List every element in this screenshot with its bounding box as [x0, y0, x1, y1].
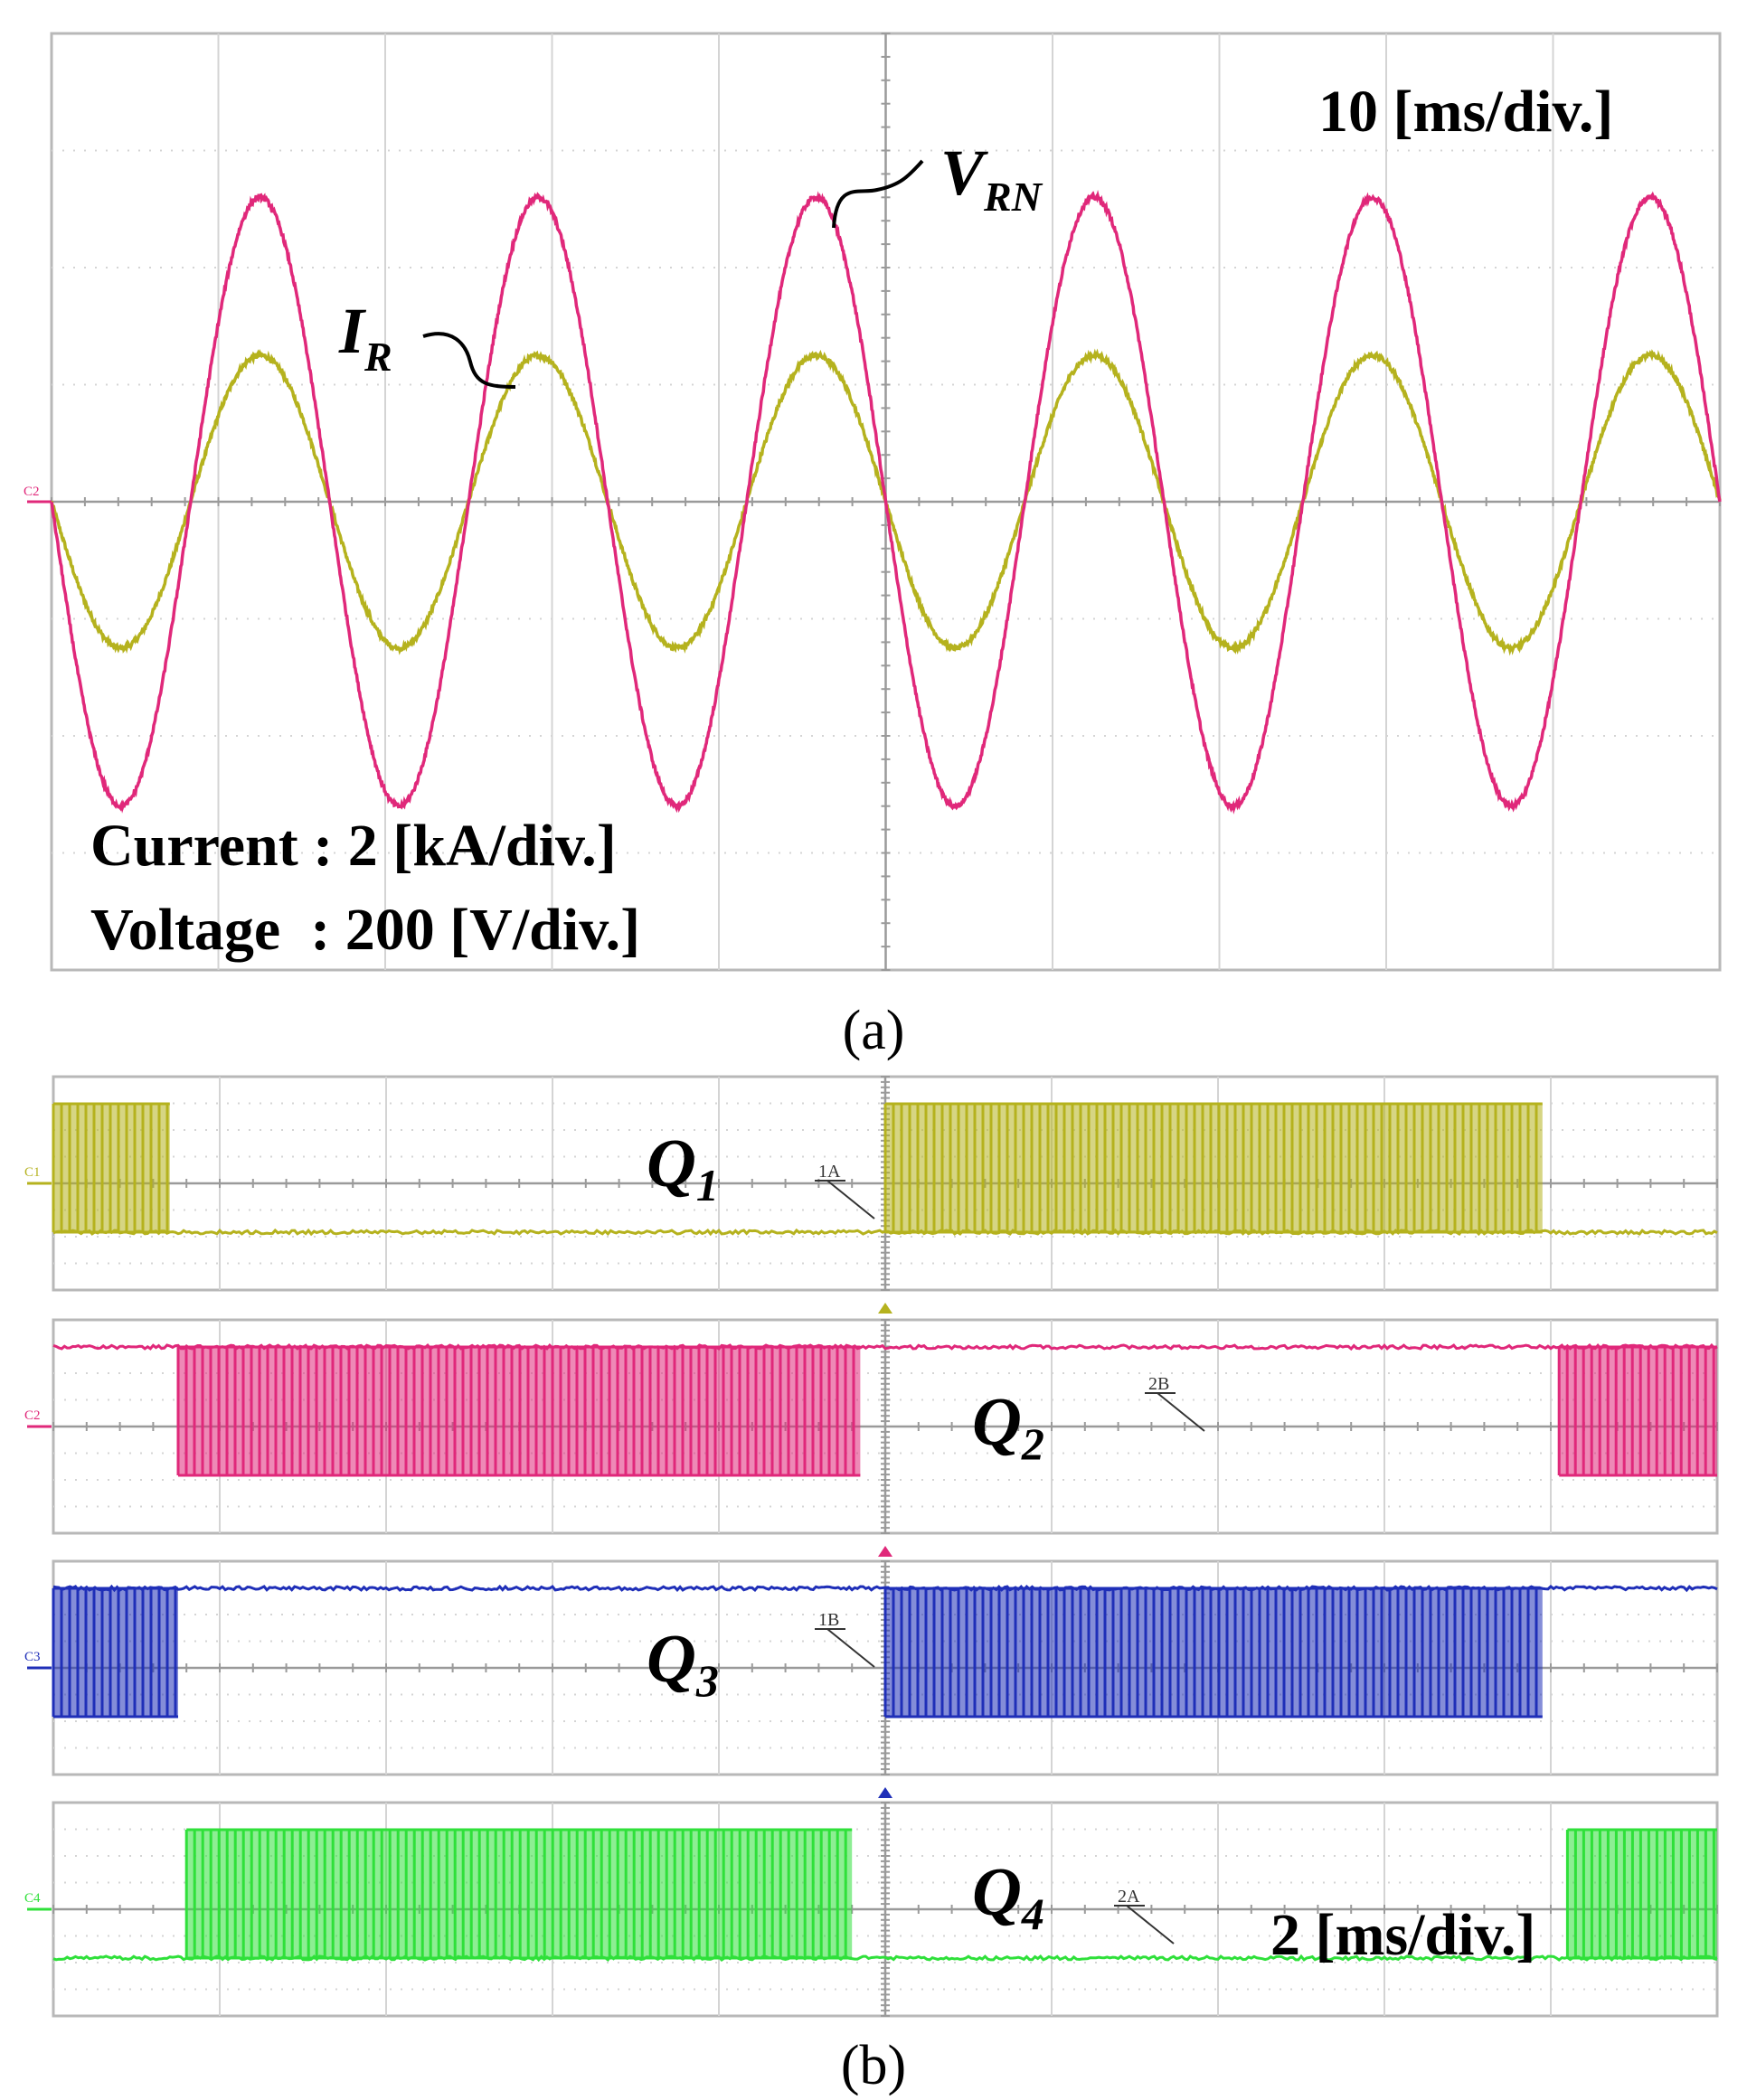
- burst-pulses: [1557, 1347, 1715, 1475]
- burst-pulses: [1565, 1830, 1715, 1958]
- cursor-label: 2B: [1148, 1374, 1169, 1394]
- cursor-label: 1A: [818, 1162, 841, 1182]
- panel-a-channel-marker: C2: [24, 485, 40, 499]
- ir-leader-line: [422, 332, 516, 389]
- burst-pulses: [883, 1104, 1538, 1232]
- switching-burst: [184, 1828, 853, 1960]
- panel-b-timebase-label: 2 [ms/div.]: [1270, 1902, 1535, 1968]
- panel-a-timebase-label: 10 [ms/div.]: [1318, 79, 1613, 145]
- burst-pulses: [184, 1830, 847, 1958]
- burst-pulses: [52, 1104, 169, 1232]
- panel-b-channel-2: C2 2B Q2: [24, 1318, 1719, 1557]
- trigger-marker: [878, 1546, 892, 1557]
- cursor-leader: [826, 1180, 875, 1220]
- switching-burst: [883, 1102, 1543, 1234]
- cursor-label: 1B: [818, 1610, 839, 1630]
- switching-burst: [52, 1102, 170, 1234]
- ir-label: IR: [338, 295, 392, 380]
- trigger-marker: [878, 1303, 892, 1314]
- panel-b-channel-4: C4 2A Q4: [24, 1801, 1719, 2018]
- burst-pulses: [52, 1588, 177, 1717]
- cursor-leader: [1126, 1905, 1175, 1945]
- switching-burst: [1557, 1345, 1717, 1477]
- panel-b-channel-1: C1 1A Q1: [24, 1075, 1719, 1314]
- panel-a-voltage-scale: Voltage : 200 [V/div.]: [90, 897, 640, 963]
- burst-fill: [885, 1104, 1543, 1232]
- panel-a: C2 10 [ms/div.] Current : 2 [kA/div.] Vo…: [24, 32, 1722, 972]
- gate-signal-label: Q2: [972, 1384, 1044, 1469]
- switching-burst: [1565, 1828, 1717, 1960]
- burst-fill: [1559, 1347, 1717, 1475]
- cursor-label: 2A: [1118, 1887, 1140, 1907]
- panel-a-current-scale: Current : 2 [kA/div.]: [90, 813, 617, 879]
- switching-burst: [176, 1345, 861, 1477]
- trigger-marker: [878, 1787, 892, 1798]
- vrn-leader-line: [832, 159, 924, 229]
- burst-fill: [53, 1588, 178, 1717]
- caption-b: (b): [841, 2035, 906, 2095]
- switching-burst: [883, 1587, 1543, 1719]
- trace-vrn: [50, 189, 1722, 815]
- channel-marker: C4: [24, 1891, 41, 1906]
- panel-b: C1 1A Q1 C2 2B Q2 C3 1B Q3 C4 2A Q4: [24, 1075, 1719, 2018]
- channel-marker: C3: [24, 1650, 41, 1664]
- burst-fill: [885, 1588, 1543, 1717]
- gate-signal-label: Q1: [647, 1125, 719, 1210]
- burst-pulses: [176, 1347, 855, 1475]
- cursor-leader: [1157, 1392, 1205, 1432]
- caption-a: (a): [843, 1000, 905, 1061]
- channel-marker: C2: [24, 1408, 41, 1423]
- burst-pulses: [883, 1588, 1538, 1717]
- panel-a-traces: [27, 189, 1722, 815]
- vrn-label: VRN: [940, 137, 1043, 220]
- gate-signal-label: Q4: [972, 1854, 1044, 1939]
- switching-burst: [52, 1587, 178, 1719]
- cursor-leader: [826, 1628, 875, 1668]
- burst-fill: [1567, 1830, 1717, 1958]
- channel-marker: C1: [24, 1165, 41, 1180]
- gate-signal-label: Q3: [647, 1621, 719, 1706]
- panel-b-channel-3: C3 1B Q3: [24, 1559, 1719, 1798]
